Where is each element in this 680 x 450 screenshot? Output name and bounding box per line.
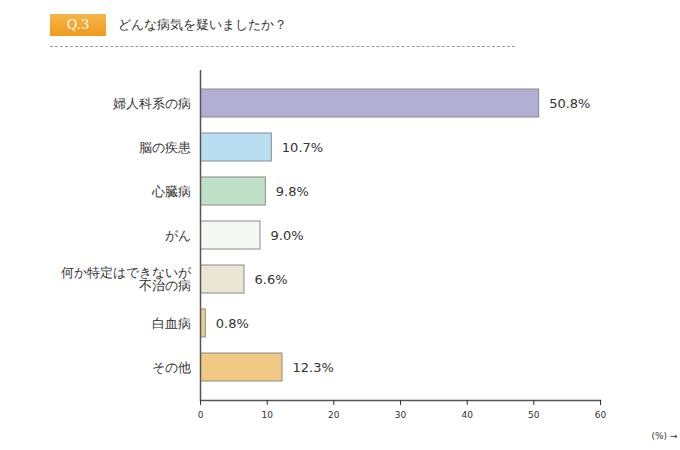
html-text:Q.3: Q.3 xyxy=(66,17,90,32)
svg-text:何か特定はできないが不治の病: 何か特定はできないが不治の病 xyxy=(61,265,192,293)
svg-text:10.7%: 10.7% xyxy=(282,140,323,155)
svg-text:9.0%: 9.0% xyxy=(271,228,304,243)
svg-text:白血病: 白血病 xyxy=(152,316,191,331)
svg-text:(%) →: (%) → xyxy=(652,431,678,441)
svg-text:30: 30 xyxy=(395,410,407,420)
svg-text:50: 50 xyxy=(528,410,540,420)
html-text:どんな病気を疑いましたか？: どんな病気を疑いましたか？ xyxy=(118,17,287,32)
svg-text:がん: がん xyxy=(165,228,191,243)
svg-text:脳の疾患: 脳の疾患 xyxy=(139,140,191,155)
svg-text:9.8%: 9.8% xyxy=(276,184,309,199)
svg-text:婦人科系の病: 婦人科系の病 xyxy=(113,96,191,111)
svg-text:0.8%: 0.8% xyxy=(216,316,249,331)
svg-text:6.6%: 6.6% xyxy=(255,272,288,287)
svg-text:40: 40 xyxy=(461,410,473,420)
svg-text:その他: その他 xyxy=(152,360,191,375)
svg-text:20: 20 xyxy=(328,410,340,420)
svg-text:60: 60 xyxy=(595,410,607,420)
svg-text:10: 10 xyxy=(261,410,273,420)
svg-text:50.8%: 50.8% xyxy=(549,96,590,111)
svg-text:0: 0 xyxy=(198,410,204,420)
svg-text:12.3%: 12.3% xyxy=(293,360,334,375)
svg-text:心臓病: 心臓病 xyxy=(151,184,191,199)
